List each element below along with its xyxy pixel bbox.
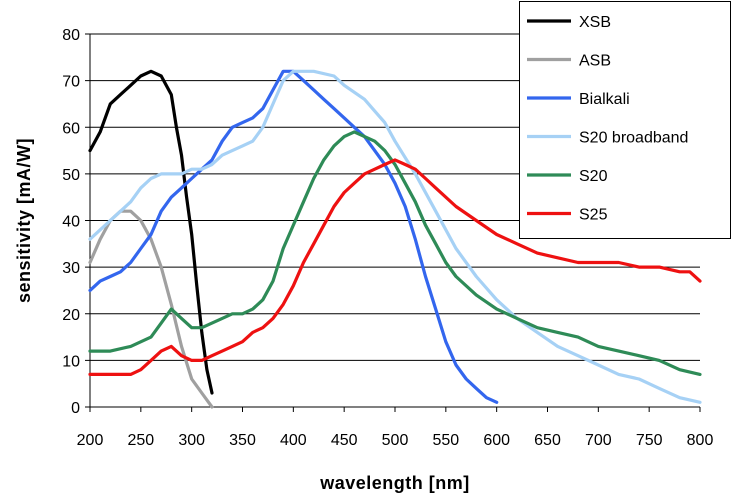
series-line-bialkali: [88, 69, 499, 404]
x-tick-label: 350: [229, 432, 256, 449]
x-tick-label: 700: [585, 432, 612, 449]
legend-label-s20: S20: [579, 168, 608, 185]
gridlines: [90, 33, 700, 361]
series-line-s20: [88, 130, 702, 376]
x-tick-label: 200: [77, 432, 104, 449]
legend-box: [519, 1, 731, 239]
x-tick-label: 800: [687, 432, 714, 449]
y-tick-label: 20: [62, 307, 80, 324]
legend-label-s25: S25: [579, 207, 608, 224]
y-tick-label: 50: [62, 167, 80, 184]
series-layer: [88, 69, 702, 409]
series-line-s25: [88, 158, 702, 376]
x-tick-label: 750: [636, 432, 663, 449]
y-tick-label: 60: [62, 120, 80, 137]
x-tick-label: 300: [178, 432, 205, 449]
x-tick-label: 500: [382, 432, 409, 449]
x-tick-label: 250: [127, 432, 154, 449]
y-tick-label: 40: [62, 214, 80, 231]
series-line-s20-broadband: [88, 69, 702, 404]
legend-label-xsb: XSB: [579, 14, 611, 31]
x-axis-title: wavelength [nm]: [319, 473, 470, 493]
y-axis-title: sensitivity [mA/W]: [14, 138, 34, 303]
x-tick-label: 400: [280, 432, 307, 449]
x-tick-label: 450: [331, 432, 358, 449]
legend: XSB ASB Bialkali S20 broadband S20 S25: [519, 1, 731, 239]
legend-label-bialkali: Bialkali: [579, 91, 630, 108]
x-tick-label: 550: [432, 432, 459, 449]
y-tick-label: 70: [62, 74, 80, 91]
legend-label-s20-broadband: S20 broadband: [579, 130, 688, 147]
x-tick-label: 650: [534, 432, 561, 449]
legend-label-asb: ASB: [579, 53, 611, 70]
x-tick-label: 600: [483, 432, 510, 449]
y-tick-label: 30: [62, 260, 80, 277]
y-tick-label: 80: [62, 27, 80, 44]
series-line-xsb: [88, 69, 214, 395]
y-tick-label: 10: [62, 353, 80, 370]
axes: 0 10 20 30 40 50 60 70 80 200 250 300 350 400 450 500 55…: [62, 27, 713, 449]
y-tick-label: 0: [71, 400, 80, 417]
